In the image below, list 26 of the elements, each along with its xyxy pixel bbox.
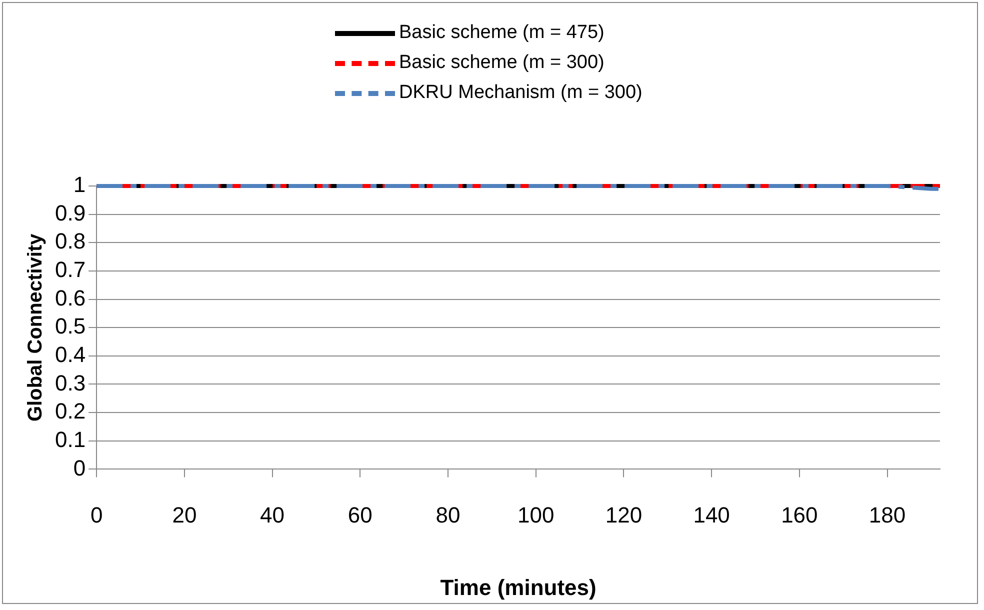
y-tick-label: 0 (73, 455, 86, 480)
x-tick-label: 60 (348, 502, 372, 528)
x-tick-label: 80 (436, 502, 460, 528)
x-tick-label: 160 (781, 502, 818, 528)
x-tick-label: 100 (518, 502, 554, 528)
x-tick-label: 140 (693, 502, 730, 528)
y-tick-label: 0.2 (54, 398, 86, 424)
legend-label: Basic scheme (m = 475) (399, 21, 604, 45)
y-tick-label: 0.8 (54, 228, 86, 254)
x-tick-label: 20 (172, 502, 197, 528)
x-tick-label: 120 (605, 502, 642, 528)
legend-label: Basic scheme (m = 300) (399, 51, 604, 75)
y-tick-label: 0.9 (54, 200, 86, 226)
y-axis-title: Global Connectivity (24, 232, 47, 422)
x-tick-label: 40 (260, 502, 285, 528)
y-tick-label: 0.3 (54, 370, 86, 396)
x-tick-label: 0 (90, 502, 103, 528)
legend-label: DKRU Mechanism (m = 300) (399, 81, 642, 105)
y-tick-label: 0.6 (54, 285, 86, 310)
y-tick-label: 0.5 (54, 314, 86, 339)
y-tick-label: 0.7 (54, 257, 86, 282)
x-axis-title: Time (minutes) (440, 574, 596, 600)
y-tick-label: 0.1 (54, 426, 86, 452)
y-tick-label: 1 (73, 172, 86, 198)
x-tick-label: 180 (868, 502, 906, 528)
y-tick-label: 0.4 (54, 342, 86, 367)
